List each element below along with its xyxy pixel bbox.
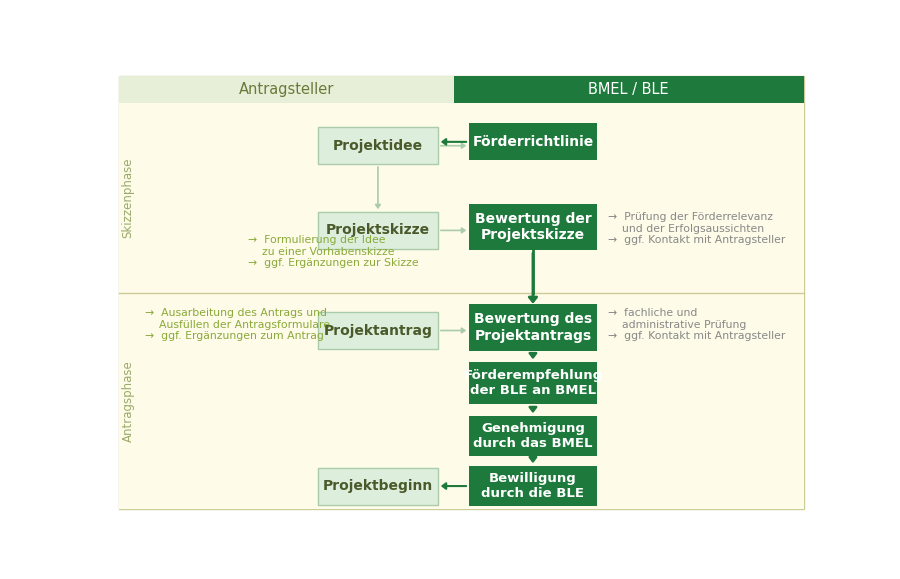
Bar bbox=[469, 123, 597, 160]
Bar bbox=[119, 102, 804, 293]
Text: Förderempfehlung
der BLE an BMEL: Förderempfehlung der BLE an BMEL bbox=[464, 369, 602, 397]
Bar bbox=[469, 362, 597, 404]
Bar bbox=[454, 76, 804, 102]
Text: Antragsteller: Antragsteller bbox=[238, 82, 334, 97]
Text: Bewilligung
durch die BLE: Bewilligung durch die BLE bbox=[482, 472, 584, 500]
Text: Genehmigung
durch das BMEL: Genehmigung durch das BMEL bbox=[473, 422, 593, 450]
Bar bbox=[469, 466, 597, 506]
Bar bbox=[469, 416, 597, 456]
Text: Förderrichtlinie: Förderrichtlinie bbox=[472, 135, 594, 149]
Bar bbox=[119, 76, 454, 102]
Bar bbox=[119, 293, 804, 509]
Text: Bewertung des
Projektantrags: Bewertung des Projektantrags bbox=[474, 312, 592, 343]
Bar bbox=[469, 305, 597, 350]
Text: Projektidee: Projektidee bbox=[333, 139, 423, 153]
Text: →  Formulierung der Idee
    zu einer Vorhabenskizze
→  ggf. Ergänzungen zur Ski: → Formulierung der Idee zu einer Vorhabe… bbox=[248, 235, 418, 268]
Text: →  Prüfung der Förderrelevanz
    und der Erfolgsaussichten
→  ggf. Kontakt mit : → Prüfung der Förderrelevanz und der Erf… bbox=[608, 212, 786, 245]
Text: →  Ausarbeitung des Antrags und
    Ausfüllen der Antragsformulare
→  ggf. Ergän: → Ausarbeitung des Antrags und Ausfüllen… bbox=[145, 308, 330, 342]
Bar bbox=[318, 212, 438, 249]
Text: Skizzenphase: Skizzenphase bbox=[122, 157, 134, 238]
Text: Projektantrag: Projektantrag bbox=[323, 324, 432, 338]
Text: Bewertung der
Projektskizze: Bewertung der Projektskizze bbox=[474, 212, 591, 243]
Bar bbox=[318, 127, 438, 164]
Text: Antragsphase: Antragsphase bbox=[122, 360, 134, 442]
Text: BMEL / BLE: BMEL / BLE bbox=[589, 82, 669, 97]
Text: Projektskizze: Projektskizze bbox=[326, 223, 430, 237]
Bar bbox=[469, 204, 597, 251]
Bar bbox=[318, 468, 438, 504]
Text: Projektbeginn: Projektbeginn bbox=[323, 479, 433, 493]
Text: →  fachliche und
    administrative Prüfung
→  ggf. Kontakt mit Antragsteller: → fachliche und administrative Prüfung →… bbox=[608, 308, 786, 342]
Bar bbox=[318, 312, 438, 349]
